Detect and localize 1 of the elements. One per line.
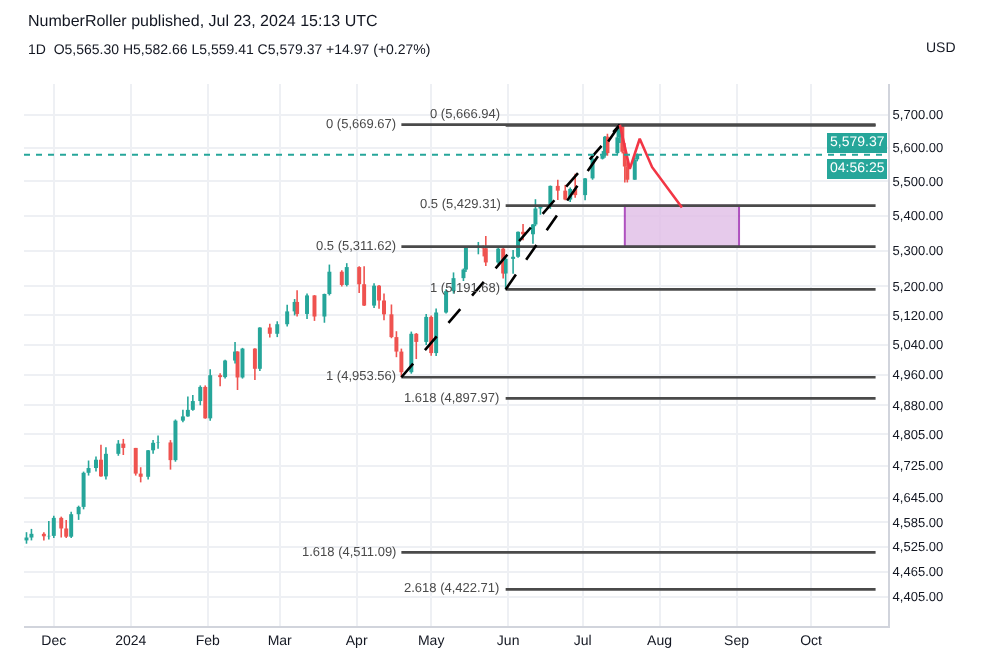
chart-title: NumberRoller published, Jul 23, 2024 15:13 UTC — [28, 12, 378, 30]
